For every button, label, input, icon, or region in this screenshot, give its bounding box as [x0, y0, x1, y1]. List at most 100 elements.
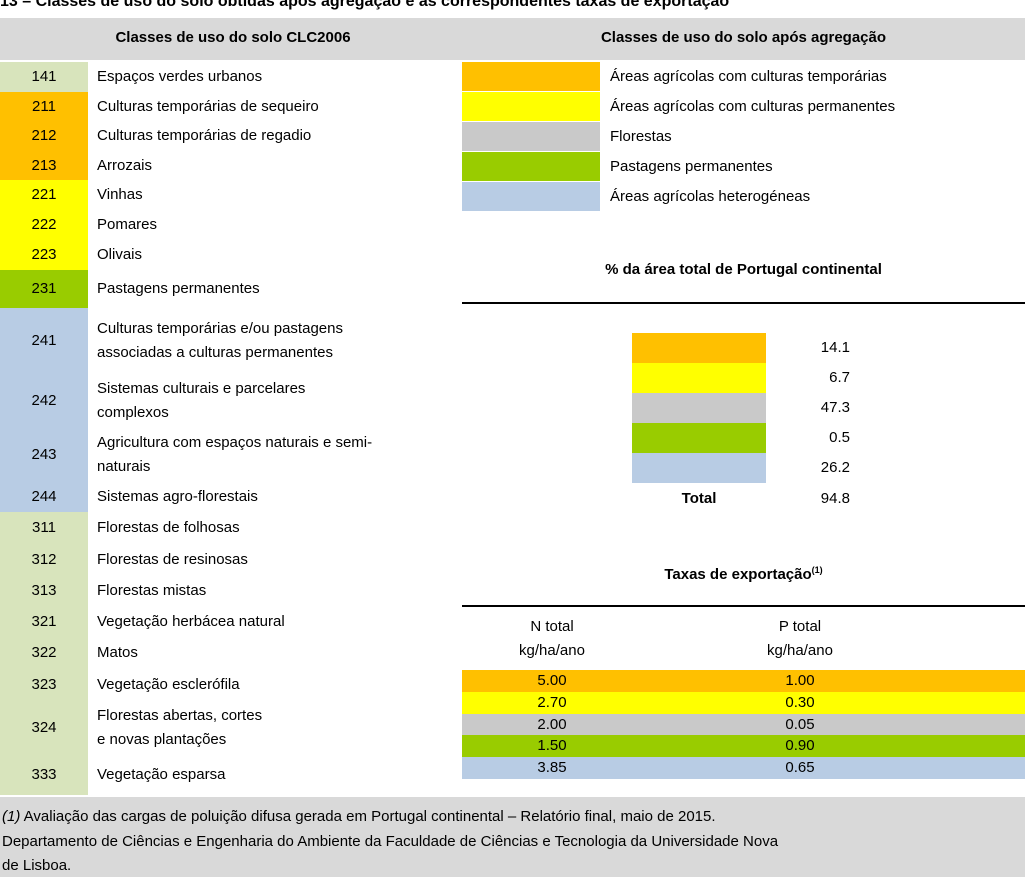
code: 312	[31, 550, 57, 568]
description: Culturas temporárias e/ou pastagens	[97, 320, 343, 337]
note-marker: (1)	[811, 565, 823, 575]
export-value: 2.70	[537, 693, 567, 711]
description: naturais	[97, 457, 151, 475]
legend-swatch	[462, 92, 600, 121]
code: 323	[31, 675, 57, 693]
legend-swatch	[462, 152, 600, 181]
description: Vegetação herbácea natural	[97, 612, 285, 630]
legend-label: Florestas	[610, 128, 672, 145]
footnote-marker: (1)	[2, 808, 21, 825]
code-cell	[0, 606, 88, 637]
code-cell	[0, 210, 88, 240]
code: 243	[31, 445, 57, 463]
export-title: Taxas de exportação(1)	[462, 565, 1025, 583]
code: 212	[31, 127, 57, 144]
code-cell	[0, 62, 88, 92]
code: 223	[31, 246, 57, 263]
export-value: 0.30	[785, 693, 815, 711]
code-cell	[0, 270, 88, 308]
code: 231	[31, 280, 57, 297]
description: Pomares	[97, 216, 158, 233]
description: Sistemas culturais e parcelares	[97, 379, 306, 397]
header-right: Classes de uso do solo após agregação	[600, 29, 887, 46]
description: Culturas temporárias de regadio	[97, 127, 312, 144]
footnote-band	[0, 797, 1025, 877]
code-cell	[0, 240, 88, 270]
description: Olivais	[97, 246, 143, 263]
rule	[462, 605, 1025, 607]
header-left: Classes de uso do solo CLC2006	[115, 29, 351, 46]
export-row	[462, 670, 1025, 692]
code-cell	[0, 575, 88, 606]
export-value: 2.00	[537, 715, 567, 733]
code-cell	[0, 669, 88, 700]
description: Vinhas	[97, 186, 143, 203]
code-cell	[0, 92, 88, 121]
code: 242	[31, 391, 57, 409]
code: 241	[31, 332, 57, 349]
legend-label: Áreas agrícolas com culturas permanentes	[610, 98, 896, 115]
export-value: 0.65	[785, 759, 815, 777]
title: 13 – Classes de uso do solo obtidas após…	[0, 0, 730, 10]
legend-swatch	[462, 62, 600, 91]
column-header: P total	[778, 618, 822, 635]
code-cell	[0, 180, 88, 210]
area-swatch	[632, 423, 766, 453]
area-swatch	[632, 393, 766, 423]
area-value: 14.1	[820, 339, 850, 356]
column-header: kg/ha/ano	[519, 642, 585, 659]
description: Agricultura com espaços naturais e semi-	[97, 433, 373, 451]
code-cell	[0, 544, 88, 575]
export-row	[462, 735, 1025, 758]
description: Espaços verdes urbanos	[97, 68, 263, 85]
export-value: 3.85	[537, 759, 567, 777]
code-cell	[0, 512, 88, 544]
total-value: 94.8	[820, 490, 850, 507]
legend-label: Áreas agrícolas com culturas temporárias	[610, 68, 887, 85]
description: Pastagens permanentes	[97, 280, 260, 297]
area-swatch	[632, 453, 766, 483]
export-value: 1.00	[785, 672, 815, 689]
code: 324	[31, 718, 57, 736]
export-row	[462, 713, 1025, 736]
description: Culturas temporárias de sequeiro	[97, 97, 319, 115]
code-cell	[0, 637, 88, 669]
code-cell	[0, 755, 88, 795]
description: e novas plantações	[97, 730, 227, 748]
code: 311	[32, 519, 56, 536]
description: Vegetação esparsa	[97, 766, 226, 783]
export-value: 0.90	[785, 737, 815, 755]
code: 222	[31, 216, 57, 233]
code: 313	[31, 581, 57, 599]
legend-swatch	[462, 122, 600, 151]
area-value: 47.3	[820, 399, 850, 416]
column-header: N total	[530, 618, 574, 635]
description: complexos	[97, 403, 169, 421]
area-title: % da área total de Portugal continental	[605, 261, 882, 278]
code: 244	[31, 488, 57, 505]
export-value: 1.50	[537, 737, 567, 755]
description: Matos	[97, 644, 138, 661]
description: Florestas abertas, cortes	[97, 706, 263, 724]
description: associadas a culturas permanentes	[97, 344, 333, 361]
description: Florestas mistas	[97, 581, 207, 599]
footnote-text: de Lisboa.	[2, 857, 72, 874]
description: Sistemas agro-florestais	[97, 488, 258, 505]
code: 321	[31, 612, 57, 630]
legend-swatch	[462, 182, 600, 211]
code-cell	[0, 151, 88, 180]
area-swatch	[632, 363, 766, 393]
footnote-line: Departamento de Ciências e Engenharia do…	[2, 832, 778, 852]
code-cell	[0, 308, 88, 374]
code: 221	[31, 186, 57, 203]
area-swatch	[632, 333, 766, 363]
code: 211	[32, 97, 56, 115]
footnote-line: de Lisboa.	[2, 856, 71, 876]
export-title-text: Taxas de exportação	[664, 566, 812, 583]
description: Florestas de resinosas	[97, 550, 248, 568]
area-value: 26.2	[820, 459, 850, 476]
description: Vegetação esclerófila	[97, 675, 240, 693]
code-cell	[0, 427, 88, 482]
code: 213	[31, 156, 57, 174]
code-cell	[0, 700, 88, 755]
